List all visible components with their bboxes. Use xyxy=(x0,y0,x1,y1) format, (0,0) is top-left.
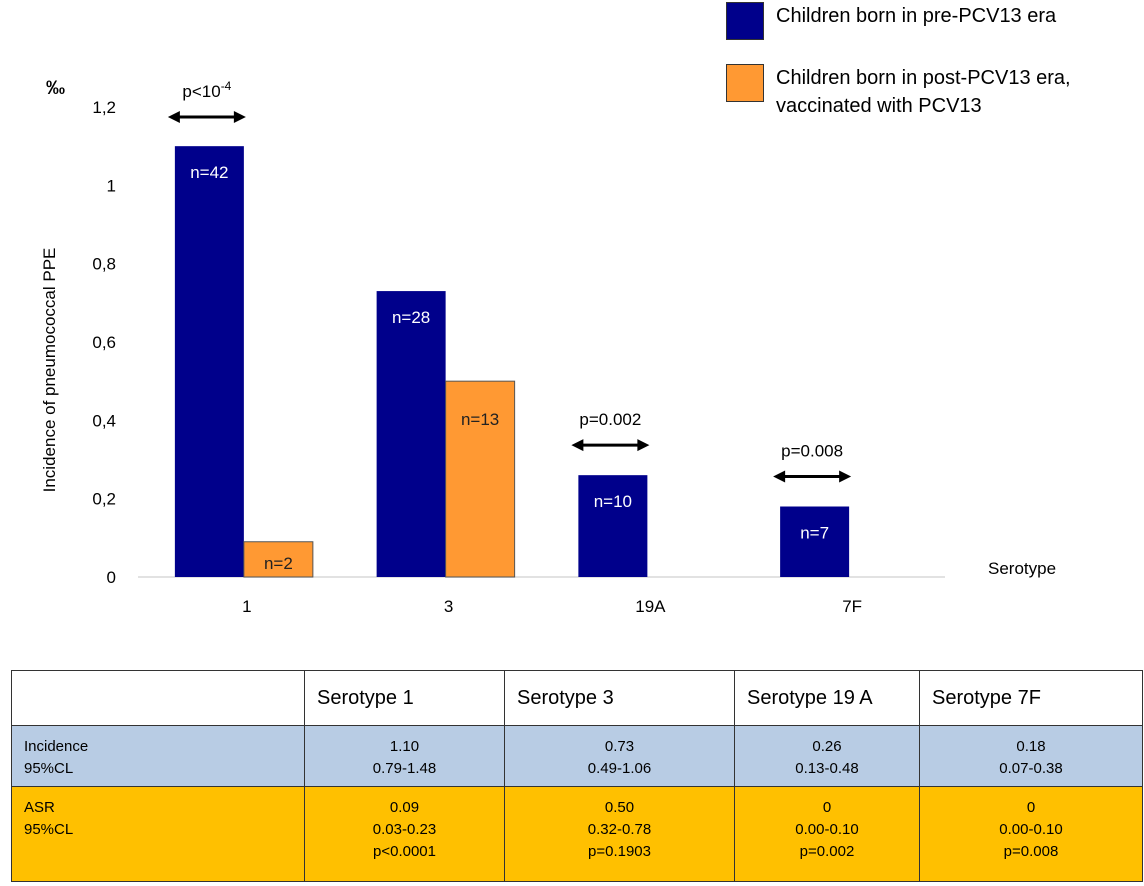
x-axis-title: Serotype xyxy=(988,559,1056,578)
bar-data-label: n=28 xyxy=(392,308,430,327)
p-value-base: p<10 xyxy=(182,82,220,101)
y-tick-label: 1,2 xyxy=(92,98,116,117)
row-label-line: 95%CL xyxy=(24,821,74,838)
table-cell: 0.26 0.13-0.48 xyxy=(734,725,920,787)
table-cell: 0.09 0.03-0.23 p<0.0001 xyxy=(304,786,505,882)
table-header-row: Serotype 1 Serotype 3 Serotype 19 A Sero… xyxy=(11,670,1143,726)
arrow-head-right xyxy=(839,470,852,483)
cell-value: 0.07-0.38 xyxy=(999,760,1063,777)
p-value-base: p=0.002 xyxy=(579,410,641,429)
bar-data-label: n=13 xyxy=(461,410,499,429)
bar-data-label: n=2 xyxy=(264,554,293,573)
table-header-cell: Serotype 19 A xyxy=(734,670,920,726)
cell-value: 0.79-1.48 xyxy=(372,760,437,777)
y-tick-label: 1 xyxy=(107,176,116,195)
cell-value: 0.13-0.48 xyxy=(795,760,859,777)
row-label-cell: Incidence 95%CL xyxy=(11,725,305,787)
y-tick-label: 0,2 xyxy=(92,490,116,509)
table-header-cell: Serotype 1 xyxy=(304,670,505,726)
bar-data-label: n=42 xyxy=(190,163,228,182)
cell-value: 0.09 xyxy=(389,799,420,816)
legend-item-pre-pcv13: Children born in pre-PCV13 era xyxy=(726,2,1056,40)
table-row-incidence: Incidence 95%CL 1.10 0.79-1.48 0.73 0.49… xyxy=(11,725,1143,787)
cell-value: 0 xyxy=(1026,799,1036,816)
cell-value: 0.03-0.23 xyxy=(372,821,437,838)
cell-value: 0.00-0.10 xyxy=(999,821,1063,838)
legend-swatch-pre-pcv13 xyxy=(726,2,764,40)
p-value-exponent: -4 xyxy=(221,79,232,93)
x-tick-label: 3 xyxy=(444,597,453,616)
p-value-arrow xyxy=(571,439,650,452)
table-cell: 0.73 0.49-1.06 xyxy=(504,725,735,787)
table-cell: 0.50 0.32-0.78 p=0.1903 xyxy=(504,786,735,882)
x-tick-label: 7F xyxy=(842,597,862,616)
legend-label-post-pcv13: Children born in post-PCV13 era, vaccina… xyxy=(776,67,1071,117)
table-header-cell xyxy=(11,670,305,726)
row-label-line: 95%CL xyxy=(24,760,74,777)
bar xyxy=(243,541,314,578)
bar-data-label: n=10 xyxy=(594,492,632,511)
cell-value: 0.73 xyxy=(604,738,635,755)
x-tick-label: 1 xyxy=(242,597,251,616)
y-tick-label: 0,4 xyxy=(92,411,116,430)
row-label-line: ASR xyxy=(24,799,55,816)
cell-value: p<0.0001 xyxy=(373,843,436,860)
row-label-cell: ASR 95%CL xyxy=(11,786,305,882)
arrow-head-right xyxy=(637,439,650,452)
table-cell: 0.18 0.07-0.38 xyxy=(919,725,1143,787)
bar xyxy=(578,475,648,577)
tick-labels: 0 0,2 0,4 0,6 0,8 1 1,2 1 3 19A 7F xyxy=(92,98,862,616)
p-value-arrow xyxy=(773,470,852,483)
bars xyxy=(174,146,850,578)
legend-item-post-pcv13: Children born in post-PCV13 era, vaccina… xyxy=(726,64,1071,120)
table-header-cell: Serotype 7F xyxy=(919,670,1143,726)
p-value-label: p=0.008 xyxy=(781,442,843,461)
y-tick-label: 0,6 xyxy=(92,333,116,352)
x-tick-label: 19A xyxy=(635,597,666,616)
cell-value: p=0.1903 xyxy=(588,843,651,860)
arrow-head-right xyxy=(233,111,246,123)
summary-table: Serotype 1 Serotype 3 Serotype 19 A Sero… xyxy=(11,670,1143,882)
legend-label-pre-pcv13: Children born in pre-PCV13 era xyxy=(776,5,1057,27)
bar-labels: n=42 n=28 n=10 n=7 n=2 n=13 xyxy=(190,163,829,573)
table-header-cell: Serotype 3 xyxy=(504,670,735,726)
cell-value: 0.00-0.10 xyxy=(795,821,859,838)
cell-value: 0.32-0.78 xyxy=(587,821,652,838)
cell-value: p=0.008 xyxy=(1003,843,1059,860)
arrow-head-left xyxy=(773,470,786,483)
p-value-label: p<10-4 xyxy=(182,79,231,101)
bar-data-label: n=7 xyxy=(800,524,829,543)
cell-value: 0.49-1.06 xyxy=(587,760,652,777)
table-row-asr: ASR 95%CL 0.09 0.03-0.23 p<0.0001 0.50 0… xyxy=(11,786,1143,882)
cell-value: 0.18 xyxy=(1016,738,1046,755)
p-value-annotations: p<10-4 p=0.002 p=0.008 xyxy=(167,79,852,483)
cell-value: 0.50 xyxy=(604,799,635,816)
bar xyxy=(376,291,446,577)
cell-value: 0 xyxy=(822,799,832,816)
p-value-label: p=0.002 xyxy=(579,410,641,429)
arrow-head-left xyxy=(167,111,180,123)
p-value-arrow xyxy=(167,111,246,123)
table-cell: 1.10 0.79-1.48 xyxy=(304,725,505,787)
cell-value: 0.26 xyxy=(812,738,842,755)
p-value-base: p=0.008 xyxy=(781,442,843,461)
arrow-head-left xyxy=(571,439,584,452)
legend-swatch-post-pcv13 xyxy=(726,64,764,102)
bar xyxy=(445,380,516,578)
cell-value: 1.10 xyxy=(389,738,420,755)
y-axis-unit: ‰ xyxy=(46,78,65,99)
y-tick-label: 0,8 xyxy=(92,255,116,274)
table-cell: 0 0.00-0.10 p=0.002 xyxy=(734,786,920,882)
y-axis-title: Incidence of pneumococcal PPE xyxy=(40,248,59,493)
row-label-line: Incidence xyxy=(24,738,89,755)
y-tick-label: 0 xyxy=(107,568,116,587)
bar xyxy=(780,506,850,577)
table-cell: 0 0.00-0.10 p=0.008 xyxy=(919,786,1143,882)
cell-value: p=0.002 xyxy=(799,843,855,860)
bar xyxy=(174,146,244,577)
bar-chart: n=42 n=28 n=10 n=7 n=2 n=13 p<10-4 p=0.002 p=0.… xyxy=(40,78,1056,616)
